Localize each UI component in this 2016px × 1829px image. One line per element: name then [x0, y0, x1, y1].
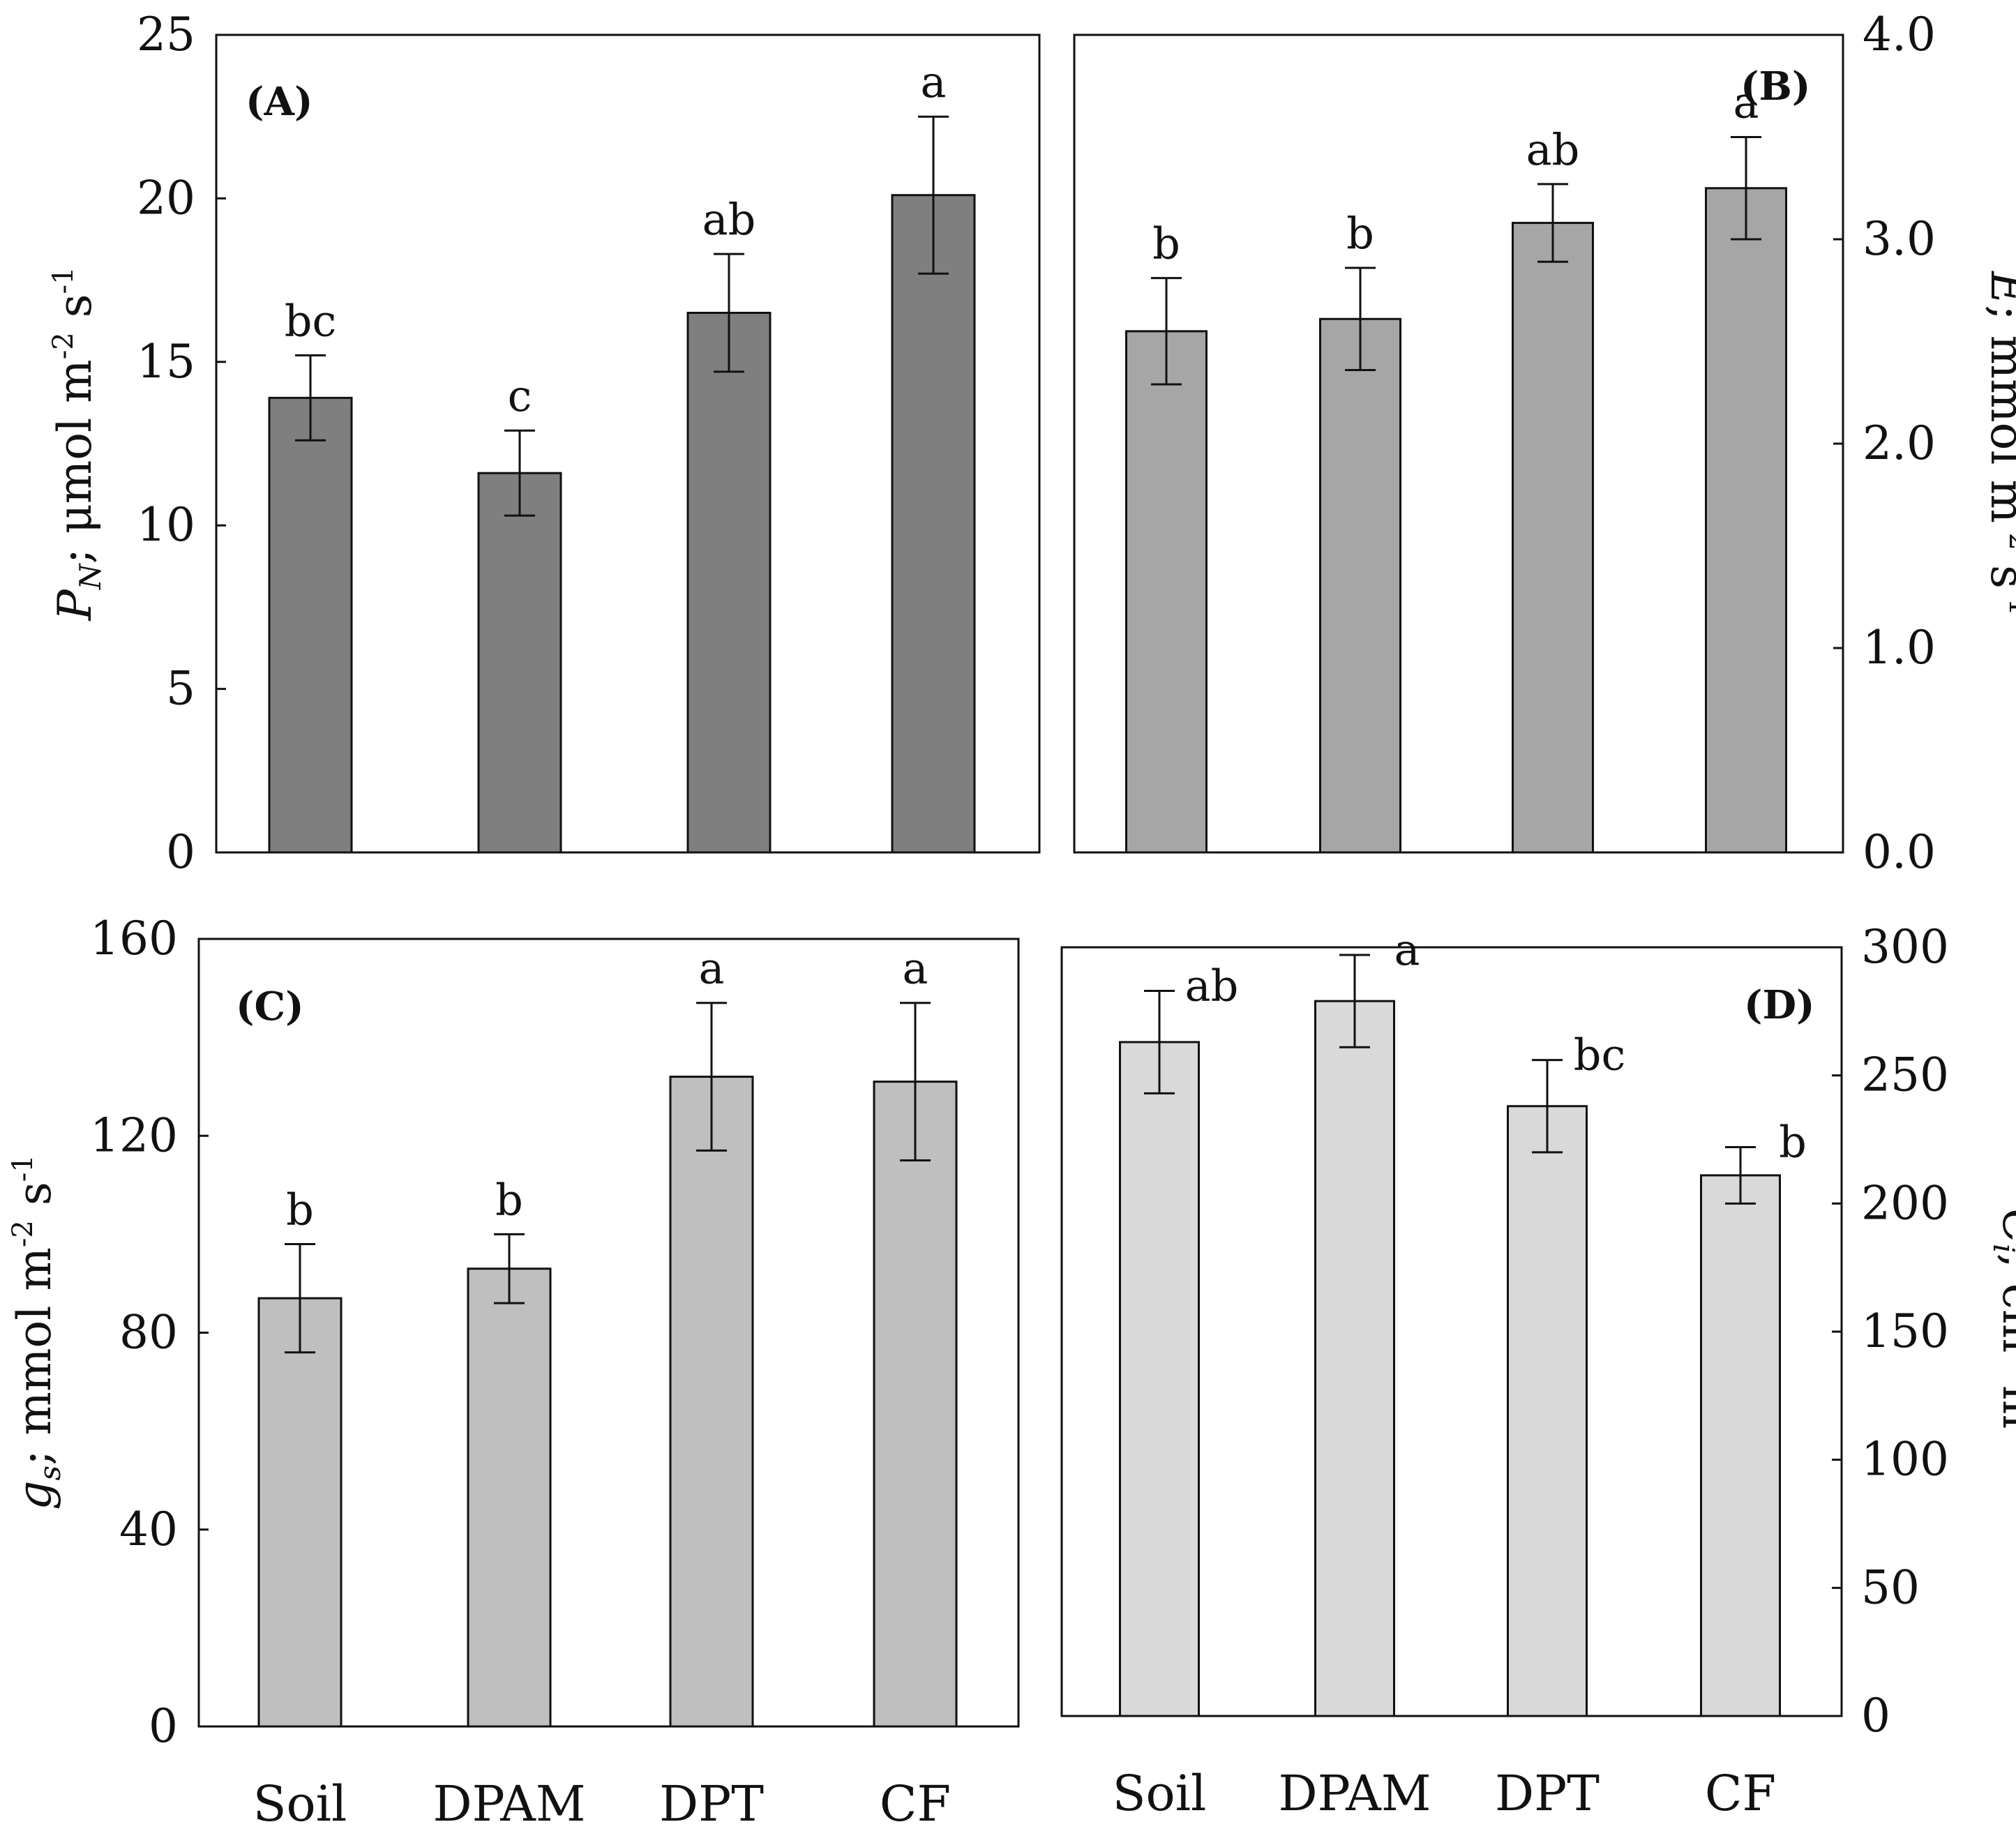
- bar: [268, 396, 353, 854]
- panel-label: (D): [1744, 982, 1815, 1028]
- x-category-label: Soil: [253, 1775, 347, 1829]
- significance-label: b: [1346, 208, 1374, 259]
- bar: [257, 1297, 343, 1728]
- significance-label: c: [508, 370, 532, 421]
- x-category-label: DPAM: [432, 1775, 585, 1829]
- y-axis-title: E; mmol m-2 s-1: [1980, 271, 2016, 616]
- bar: [669, 1076, 754, 1728]
- y-tick-label: 2.0: [1863, 416, 1936, 470]
- bar: [686, 311, 772, 854]
- significance-label: b: [286, 1184, 314, 1235]
- significance-label: ab: [702, 194, 756, 245]
- y-tick-label: 15: [137, 335, 195, 389]
- significance-label: a: [1394, 924, 1420, 975]
- bar: [1507, 1105, 1588, 1717]
- y-tick-label: 5: [166, 662, 195, 716]
- y-tick-label: 300: [1861, 920, 1949, 974]
- significance-label: b: [495, 1174, 523, 1225]
- y-tick-label: 160: [90, 912, 178, 965]
- y-tick-label: 10: [137, 498, 195, 552]
- y-axis-title: PN; μmol m-2 s-1: [47, 266, 107, 621]
- bar: [477, 472, 562, 854]
- significance-label: bc: [1574, 1030, 1625, 1081]
- x-category-label: DPAM: [1278, 1765, 1431, 1822]
- bar: [1119, 1041, 1200, 1717]
- x-category-label: Soil: [1113, 1765, 1207, 1822]
- significance-label: bc: [285, 295, 336, 346]
- y-tick-label: 4.0: [1863, 8, 1936, 61]
- y-tick-label: 250: [1861, 1048, 1949, 1102]
- y-tick-label: 0: [166, 825, 195, 879]
- chart-panel: 0 50 100 150 200 250 300 ab Soil a DPAM bc DPT b CF (D)…: [1060, 920, 2016, 1822]
- y-tick-label: 100: [1861, 1433, 1949, 1486]
- y-tick-label: 40: [119, 1503, 178, 1556]
- bar: [891, 194, 976, 854]
- panel-label: (C): [236, 984, 304, 1030]
- y-tick-label: 1.0: [1863, 621, 1936, 675]
- bar: [1314, 1000, 1395, 1717]
- y-tick-label: 50: [1861, 1560, 1920, 1614]
- bar: [1700, 1174, 1781, 1717]
- significance-label: a: [699, 943, 725, 994]
- x-category-label: DPT: [1495, 1765, 1600, 1822]
- significance-label: a: [921, 57, 947, 107]
- y-tick-label: 3.0: [1863, 212, 1936, 266]
- y-tick-label: 0: [149, 1699, 178, 1753]
- chart-panel: 0 5 10 15 20 25 bc c ab a (A) PN; μmol m-2 s-1: [47, 8, 1041, 879]
- x-category-label: CF: [1705, 1765, 1776, 1822]
- y-tick-label: 80: [119, 1306, 178, 1360]
- y-tick-label: 150: [1861, 1304, 1949, 1358]
- x-category-label: CF: [880, 1775, 951, 1829]
- y-tick-label: 0.0: [1863, 825, 1936, 879]
- bar: [873, 1081, 958, 1728]
- y-tick-label: 20: [137, 171, 195, 225]
- y-tick-label: 120: [90, 1108, 178, 1162]
- bar: [1319, 317, 1401, 854]
- bar: [1512, 222, 1594, 854]
- significance-label: ab: [1526, 124, 1580, 175]
- significance-label: b: [1152, 218, 1180, 269]
- bar: [1705, 187, 1787, 854]
- chart-panel: 0 40 80 120 160 b Soil b DPAM a DPT a CF (C) gs; mmol …: [7, 912, 1020, 1829]
- y-axis-title: Ci; cm3 m-3: [1987, 1209, 2016, 1457]
- y-axis-title: gs; mmol m-2 s-1: [7, 1154, 67, 1510]
- panel-label: (B): [1740, 63, 1810, 110]
- y-tick-label: 0: [1861, 1689, 1890, 1743]
- y-tick-label: 200: [1861, 1176, 1949, 1230]
- panel-label: (A): [246, 79, 313, 125]
- bar: [1125, 330, 1208, 854]
- bar: [467, 1267, 552, 1728]
- plot-frame: [215, 33, 1041, 854]
- chart-panel: 0.0 1.0 2.0 3.0 4.0 b b ab a(B) E; mmol m-2 s-1: [1073, 8, 2016, 879]
- x-category-label: DPT: [659, 1775, 764, 1829]
- significance-label: ab: [1185, 960, 1239, 1011]
- y-tick-label: 25: [137, 8, 195, 61]
- significance-label: a: [1733, 77, 1759, 128]
- significance-label: a: [903, 943, 928, 994]
- significance-label: b: [1779, 1117, 1807, 1168]
